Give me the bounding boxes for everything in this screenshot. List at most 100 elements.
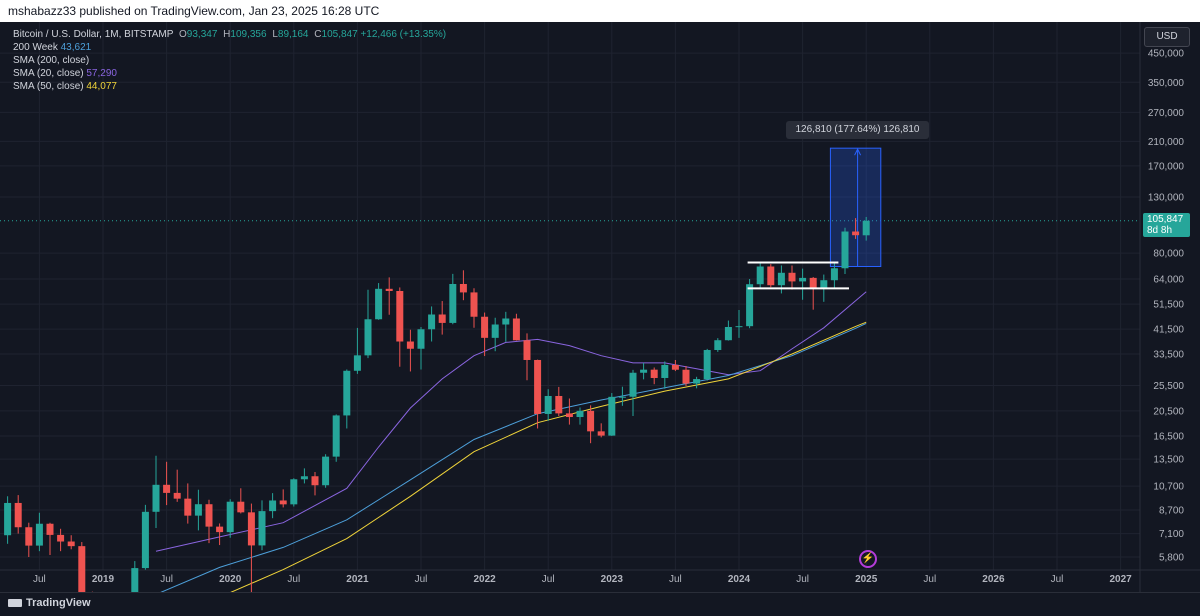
candle-body (523, 340, 531, 360)
candle-body (205, 504, 213, 527)
candle-body (279, 500, 287, 505)
candle-body (608, 396, 616, 436)
legend-symbol-row: Bitcoin / U.S. Dollar, 1M, BITSTAMP O93,… (13, 28, 446, 41)
candle-body (862, 220, 870, 236)
x-tick-label: 2027 (1109, 574, 1132, 585)
candle-body (311, 476, 319, 486)
publish-header: mshabazz33 published on TradingView.com,… (0, 0, 1200, 22)
x-tick-label: Jul (796, 574, 809, 585)
candle-body (799, 277, 807, 282)
event-flash-icon[interactable]: ⚡ (859, 550, 877, 568)
x-tick-label: Jul (160, 574, 173, 585)
candle-body (35, 523, 43, 546)
y-tick-label: 210,000 (1148, 137, 1185, 148)
y-tick-label: 170,000 (1148, 161, 1185, 172)
y-tick-label: 20,500 (1153, 406, 1184, 417)
chart-legend: Bitcoin / U.S. Dollar, 1M, BITSTAMP O93,… (13, 28, 446, 93)
candle-body (597, 431, 605, 436)
candle-body (194, 504, 202, 516)
candle-body (671, 364, 679, 370)
candle-body (565, 413, 573, 418)
x-tick-label: Jul (33, 574, 46, 585)
candle-body (809, 277, 817, 289)
candle-body (767, 266, 775, 286)
candle-body (322, 456, 330, 486)
x-tick-label: 2020 (219, 574, 242, 585)
candle-body (587, 410, 595, 432)
candle-body (618, 396, 626, 398)
currency-button[interactable]: USD (1144, 27, 1190, 47)
candle-body (703, 350, 711, 380)
candle-body (332, 415, 340, 457)
candle-body (258, 511, 266, 546)
publish-text: mshabazz33 published on TradingView.com,… (8, 4, 380, 18)
tradingview-logo[interactable]: TradingView (8, 596, 91, 610)
high-value: 109,356 (230, 29, 267, 40)
ma-line (230, 321, 867, 592)
ma-line (155, 291, 867, 552)
bar-countdown: 8d 8h (1147, 225, 1173, 236)
legend-indicator-sma200[interactable]: SMA (200, close) (13, 54, 446, 67)
candle-body (163, 484, 171, 493)
y-tick-label: 130,000 (1148, 192, 1185, 203)
candle-body (682, 369, 690, 384)
price-chart[interactable]: 450,000 350,000 270,000 210,000 170,000 130,0… (0, 22, 1200, 592)
open-value: 93,347 (186, 29, 218, 40)
y-tick-label: 25,500 (1153, 381, 1184, 392)
candle-body (459, 283, 467, 293)
x-tick-label: Jul (415, 574, 428, 585)
x-tick-label: 2026 (982, 574, 1005, 585)
candle-body (226, 501, 234, 533)
candle-body (481, 316, 489, 338)
legend-indicator-200w[interactable]: 200 Week 43,621 (13, 41, 446, 54)
candle-body (544, 395, 552, 414)
candle-body (512, 318, 520, 341)
y-tick-label: 33,500 (1153, 349, 1184, 360)
candle-body (555, 395, 563, 414)
candle-body (131, 568, 139, 592)
candle-body (247, 512, 255, 546)
candle-body (4, 502, 12, 536)
candle-body (491, 324, 499, 338)
x-tick-label: Jul (287, 574, 300, 585)
candle-body (173, 492, 181, 499)
symbol-name: Bitcoin / U.S. Dollar, 1M, BITSTAMP (13, 29, 174, 40)
footer-bar (0, 592, 1200, 616)
candle-body (385, 288, 393, 291)
x-tick-label: 2019 (92, 574, 115, 585)
low-value: 89,164 (277, 29, 309, 40)
change-value: +12,466 (+13.35%) (360, 29, 447, 40)
open-label: O (179, 29, 187, 40)
candle-body (852, 231, 860, 236)
candle-body (364, 319, 372, 356)
measure-label[interactable]: 126,810 (177.64%) 126,810 (786, 121, 929, 139)
candle-body (724, 327, 732, 341)
y-tick-label: 41,500 (1153, 325, 1184, 336)
candle-body (714, 340, 722, 351)
measure-box (829, 147, 882, 267)
chart-area[interactable]: 450,000 350,000 270,000 210,000 170,000 130,0… (0, 22, 1200, 592)
tradingview-logo-icon (8, 599, 22, 608)
candle-body (438, 314, 446, 323)
x-tick-label: Jul (542, 574, 555, 585)
indicator-label: SMA (20, close) (13, 68, 84, 79)
candle-body (152, 484, 160, 512)
indicator-value: 57,290 (86, 68, 117, 79)
candle-body (343, 370, 351, 416)
last-price-tag: 105,847 8d 8h (1143, 213, 1190, 237)
candle-body (746, 284, 754, 327)
legend-indicator-sma50[interactable]: SMA (50, close) 44,077 (13, 80, 446, 93)
candle-body (449, 283, 457, 323)
candle-body (184, 498, 192, 516)
x-tick-label: Jul (669, 574, 682, 585)
low-label: L (272, 29, 278, 40)
legend-indicator-sma20[interactable]: SMA (20, close) 57,290 (13, 67, 446, 80)
ma-line (160, 322, 867, 592)
candle-body (290, 479, 298, 505)
indicator-label: SMA (50, close) (13, 81, 84, 92)
y-tick-label: 5,800 (1159, 553, 1184, 564)
y-tick-label: 16,500 (1153, 431, 1184, 442)
candle-body (756, 266, 764, 285)
candle-body (650, 369, 658, 378)
candle-body (25, 527, 33, 546)
